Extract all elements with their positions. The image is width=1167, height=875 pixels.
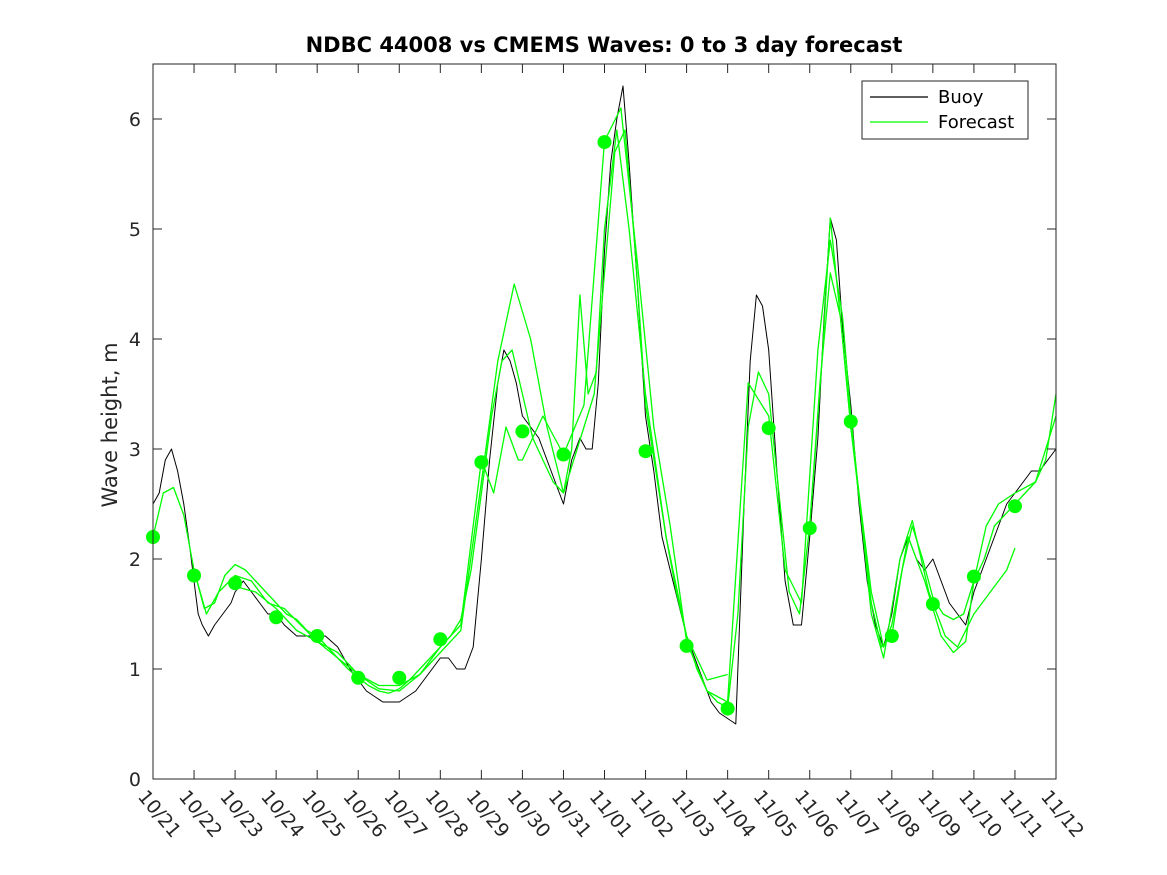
forecast-marker	[310, 629, 325, 643]
y-tick-label: 0	[129, 769, 141, 791]
plot-background	[153, 64, 1056, 779]
legend-box	[861, 80, 1029, 140]
forecast-marker	[966, 569, 981, 584]
legend: Buoy Forecast	[861, 80, 1029, 140]
y-tick-label: 3	[129, 439, 141, 461]
forecast-marker	[925, 597, 940, 612]
y-tick-label: 2	[129, 549, 141, 571]
legend-label-forecast: Forecast	[938, 112, 1014, 133]
y-tick-label: 5	[129, 219, 141, 241]
y-axis-label: Wave height, m	[98, 342, 122, 507]
forecast-marker	[392, 670, 407, 685]
forecast-marker	[884, 629, 899, 643]
forecast-marker	[1007, 499, 1022, 514]
forecast-marker	[515, 424, 530, 439]
forecast-marker	[474, 455, 489, 470]
y-tick-label: 6	[129, 109, 141, 131]
forecast-markers	[146, 135, 1022, 716]
forecast-marker	[556, 447, 571, 462]
forecast-marker	[351, 670, 366, 685]
series-line-forecast-2	[193, 129, 728, 692]
legend-label-buoy: Buoy	[938, 87, 984, 108]
forecast-marker	[761, 421, 776, 436]
chart-title: NDBC 44008 vs CMEMS Waves: 0 to 3 day fo…	[306, 33, 903, 57]
forecast-marker	[720, 701, 735, 716]
y-tick-label: 4	[129, 329, 141, 351]
forecast-marker	[638, 444, 653, 459]
y-tick-label: 1	[129, 659, 141, 681]
forecast-marker	[597, 135, 612, 150]
forecast-marker	[679, 638, 694, 653]
forecast-marker	[433, 632, 448, 647]
series-line-forecast-3	[234, 107, 1016, 703]
forecast-marker	[187, 568, 202, 583]
forecast-marker	[269, 610, 284, 625]
plot-area	[153, 64, 1056, 779]
forecast-marker	[843, 414, 858, 429]
series-line-forecast-4	[809, 217, 1057, 654]
forecast-marker	[228, 576, 243, 591]
forecast-marker	[802, 521, 817, 536]
